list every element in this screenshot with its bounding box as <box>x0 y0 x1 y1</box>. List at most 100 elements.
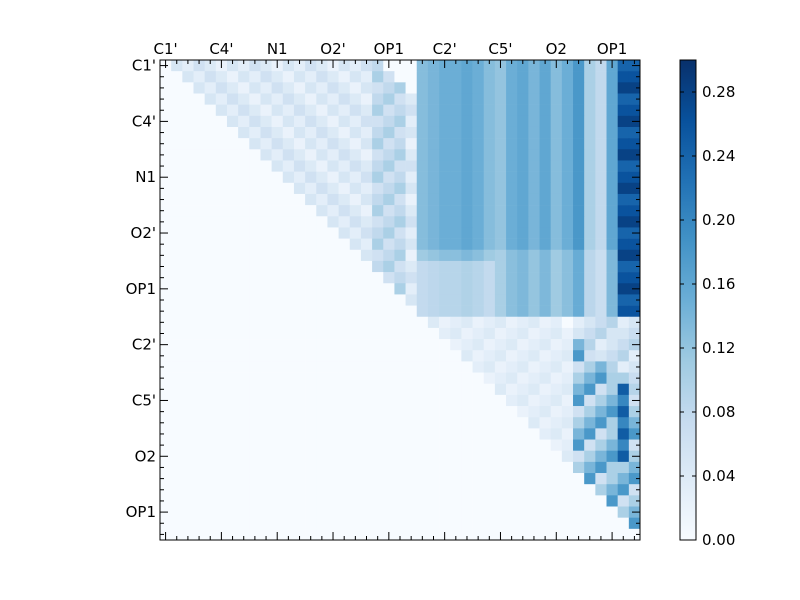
heatmap-cell <box>316 115 328 128</box>
heatmap-cell <box>517 182 529 195</box>
heatmap-cell <box>617 339 630 351</box>
heatmap-cell <box>573 115 585 128</box>
heatmap-cell <box>539 428 551 440</box>
heatmap-cell <box>506 93 518 105</box>
heatmap-cell <box>584 473 596 485</box>
heatmap-cell <box>573 205 585 217</box>
heatmap-cell <box>349 82 362 94</box>
heatmap-cell <box>461 216 473 228</box>
heatmap-cell <box>573 428 585 440</box>
heatmap-cell <box>204 450 217 463</box>
heatmap-cell <box>427 383 440 396</box>
heatmap-cell <box>327 339 339 351</box>
heatmap-cell <box>561 283 574 295</box>
heatmap-cell <box>561 495 574 507</box>
heatmap-cell <box>506 305 518 318</box>
heatmap-cell <box>628 484 641 496</box>
heatmap-cell <box>160 160 172 172</box>
heatmap-cell <box>349 327 362 340</box>
heatmap-cell <box>204 272 217 284</box>
heatmap-cell <box>193 272 205 284</box>
heatmap-cell <box>472 372 485 385</box>
heatmap-cell <box>383 71 395 83</box>
heatmap-cell <box>539 149 551 161</box>
heatmap-cell <box>584 495 596 507</box>
heatmap-cell <box>439 484 451 496</box>
heatmap-cell <box>617 205 630 217</box>
heatmap-cell <box>617 60 630 72</box>
heatmap-cell <box>506 339 518 351</box>
heatmap-cell <box>573 383 585 396</box>
heatmap-cell <box>483 205 496 217</box>
heatmap-cell <box>215 316 228 329</box>
heatmap-cell <box>450 428 462 440</box>
heatmap-cell <box>193 350 205 362</box>
heatmap-cell <box>338 149 351 161</box>
heatmap-cell <box>226 495 239 507</box>
heatmap-cell <box>349 160 362 172</box>
heatmap-cell <box>427 372 440 385</box>
heatmap-cell <box>416 160 429 172</box>
heatmap-cell <box>204 350 217 362</box>
heatmap-cell <box>293 350 306 362</box>
heatmap-cell <box>617 71 630 83</box>
heatmap-cell <box>271 406 284 418</box>
heatmap-cell <box>383 339 395 351</box>
heatmap-cell <box>439 115 451 128</box>
heatmap-cell <box>573 484 585 496</box>
heatmap-cell <box>327 126 339 139</box>
heatmap-cell <box>606 417 618 429</box>
heatmap-cell <box>238 461 250 474</box>
heatmap-cell <box>595 484 607 496</box>
heatmap-cell <box>584 506 596 518</box>
heatmap-cell <box>260 272 272 284</box>
heatmap-cell <box>260 227 272 239</box>
heatmap-cell <box>506 193 518 206</box>
heatmap-cell <box>204 71 217 83</box>
heatmap-cell <box>372 149 384 161</box>
heatmap-cell <box>439 283 451 295</box>
heatmap-cell <box>416 406 429 418</box>
heatmap-cell <box>606 93 618 105</box>
heatmap-cell <box>561 115 574 128</box>
heatmap-cell <box>316 406 328 418</box>
heatmap-cell <box>483 394 496 407</box>
heatmap-cell <box>249 506 261 518</box>
heatmap-cell <box>494 71 507 83</box>
heatmap-cell <box>360 495 373 507</box>
heatmap-cell <box>394 316 406 329</box>
heatmap-cell <box>528 138 540 150</box>
heatmap-cell <box>249 193 261 206</box>
heatmap-cell <box>160 149 172 161</box>
heatmap-cell <box>249 439 261 451</box>
heatmap-cell <box>282 473 295 485</box>
heatmap-cell <box>528 473 540 485</box>
heatmap-cell <box>628 104 641 117</box>
heatmap-cell <box>539 249 551 262</box>
left-tick-label: C1' <box>132 57 156 75</box>
heatmap-cell <box>293 495 306 507</box>
heatmap-cell <box>595 394 607 407</box>
heatmap-cell <box>584 517 596 530</box>
heatmap-cell <box>226 372 239 385</box>
heatmap-cell <box>472 71 485 83</box>
heatmap-cell <box>305 193 317 206</box>
heatmap-cell <box>193 238 205 251</box>
heatmap-cell <box>238 350 250 362</box>
heatmap-cell <box>193 484 205 496</box>
heatmap-cell <box>372 461 384 474</box>
heatmap-cell <box>517 372 529 385</box>
heatmap-cell <box>160 473 172 485</box>
heatmap-cell <box>349 71 362 83</box>
heatmap-cell <box>595 93 607 105</box>
heatmap-cell <box>349 115 362 128</box>
heatmap-cell <box>327 316 339 329</box>
heatmap-cell <box>160 305 172 318</box>
heatmap-cell <box>573 339 585 351</box>
heatmap-cell <box>561 473 574 485</box>
heatmap-cell <box>238 339 250 351</box>
heatmap-cell <box>383 506 395 518</box>
heatmap-cell <box>416 383 429 396</box>
heatmap-cell <box>439 305 451 318</box>
heatmap-cell <box>561 160 574 172</box>
